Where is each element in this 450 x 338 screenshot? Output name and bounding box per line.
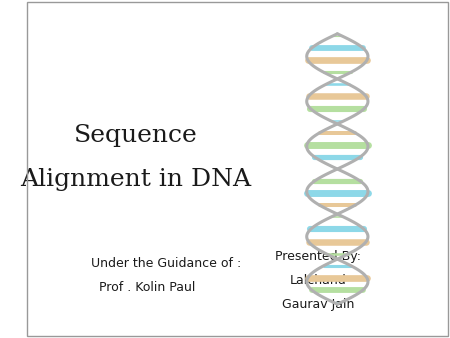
Text: Gaurav Jain: Gaurav Jain (282, 298, 355, 311)
Text: Under the Guidance of :: Under the Guidance of : (91, 257, 241, 270)
Text: Presented By:: Presented By: (275, 250, 361, 263)
Text: Sequence: Sequence (73, 124, 197, 147)
Text: Prof . Kolin Paul: Prof . Kolin Paul (99, 281, 196, 294)
Text: Alignment in DNA: Alignment in DNA (20, 168, 251, 191)
Text: Lalchand: Lalchand (290, 274, 346, 287)
